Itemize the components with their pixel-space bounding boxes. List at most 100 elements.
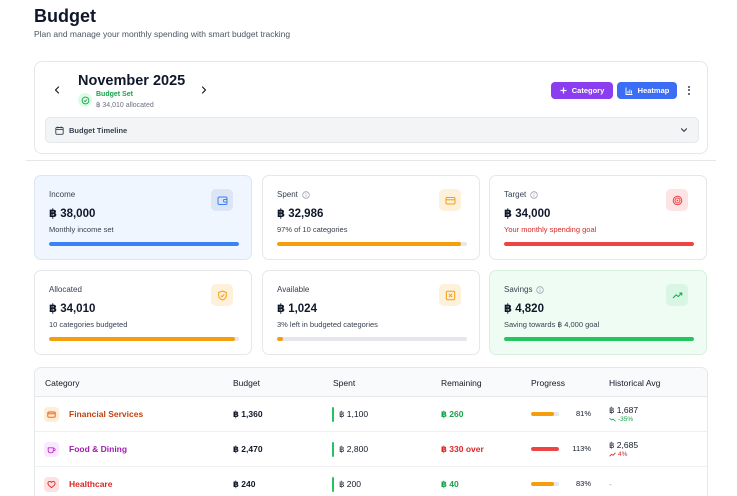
budget-allocated-text: ฿ 34,010 allocated	[96, 102, 154, 109]
shield-icon	[211, 284, 233, 306]
section-divider	[26, 160, 716, 161]
add-category-button[interactable]: Category	[551, 82, 613, 99]
column-header-progress[interactable]: Progress	[531, 378, 566, 388]
spent-progress-bar	[277, 242, 467, 246]
plus-icon	[560, 87, 567, 94]
table-row[interactable]: Food & Dining ฿ 2,470 ฿ 2,800 ฿ 330 over…	[35, 432, 707, 467]
remaining-cell: ฿ 330 over	[441, 444, 484, 454]
available-progress-bar	[277, 337, 467, 341]
target-value: ฿ 34,000	[504, 208, 551, 220]
income-value: ฿ 38,000	[49, 208, 96, 220]
dot-icon	[688, 85, 690, 88]
progress-track	[531, 482, 559, 486]
heatmap-label: Heatmap	[637, 86, 670, 95]
savings-card: Savings ฿ 4,820 Saving towards ฿ 4,000 g…	[489, 270, 707, 355]
column-header-budget[interactable]: Budget	[233, 378, 260, 388]
category-name[interactable]: Food & Dining	[69, 444, 128, 454]
month-title: November 2025	[78, 73, 186, 89]
budget-cell[interactable]: ฿ 2,470	[233, 444, 263, 454]
progress-track	[531, 412, 559, 416]
spent-value: ฿ 32,986	[277, 208, 324, 220]
budget-cell[interactable]: ฿ 1,360	[233, 409, 263, 419]
spent-cell: ฿ 200	[339, 479, 361, 489]
budget-timeline-toggle[interactable]: Budget Timeline	[45, 117, 699, 143]
coffee-icon	[44, 442, 59, 457]
chevron-left-icon	[54, 86, 60, 94]
info-icon[interactable]	[536, 285, 545, 294]
spent-label: Spent	[277, 190, 310, 199]
column-header-spent[interactable]: Spent	[333, 378, 356, 388]
savings-desc: Saving towards ฿ 4,000 goal	[504, 320, 600, 329]
page-title: Budget	[34, 6, 96, 26]
savings-progress-fill	[504, 337, 694, 341]
table-row[interactable]: Financial Services ฿ 1,360 ฿ 1,100 ฿ 260…	[35, 397, 707, 432]
allocated-value: ฿ 34,010	[49, 303, 96, 315]
chevron-down-icon	[680, 128, 688, 133]
savings-label: Savings	[504, 285, 545, 294]
target-progress-fill	[504, 242, 694, 246]
progress-percent: 81%	[575, 409, 591, 418]
previous-month-button[interactable]	[49, 82, 65, 98]
spent-card: Spent ฿ 32,986 97% of 10 categories	[262, 175, 480, 260]
available-card: Available ฿ 1,024 3% left in budgeted ca…	[262, 270, 480, 355]
available-label: Available	[277, 285, 310, 294]
target-label: Target	[504, 190, 538, 199]
wallet-icon	[211, 189, 233, 211]
trend-up-icon	[609, 452, 616, 457]
historical-avg: -	[609, 479, 612, 489]
spent-cell: ฿ 2,800	[339, 444, 369, 454]
spent-indicator	[332, 442, 334, 457]
budget-cell[interactable]: ฿ 240	[233, 479, 256, 489]
column-header-category[interactable]: Category	[45, 378, 80, 388]
next-month-button[interactable]	[196, 82, 212, 98]
chevron-right-icon	[201, 86, 207, 94]
heatmap-button[interactable]: Heatmap	[617, 82, 677, 99]
target-desc: Your monthly spending goal	[504, 225, 597, 234]
table-header: Category Budget Spent Remaining Progress…	[35, 368, 707, 397]
dot-icon	[688, 89, 690, 91]
card-icon	[44, 407, 59, 422]
progress-fill	[531, 482, 555, 486]
box-x-icon	[439, 284, 461, 306]
bar-chart-icon	[625, 87, 633, 95]
allocated-label: Allocated	[49, 285, 82, 294]
spent-progress-fill	[277, 242, 462, 246]
allocated-card: Allocated ฿ 34,010 10 categories budgete…	[34, 270, 252, 355]
trend-down-icon	[609, 417, 616, 422]
remaining-cell: ฿ 260	[441, 409, 464, 419]
income-desc: Monthly income set	[49, 225, 114, 234]
available-value: ฿ 1,024	[277, 303, 317, 315]
budget-timeline-label: Budget Timeline	[69, 126, 128, 135]
target-progress-bar	[504, 242, 694, 246]
add-category-label: Category	[571, 86, 605, 95]
progress-fill	[531, 412, 554, 416]
historical-change: 4%	[609, 451, 627, 458]
progress-percent: 83%	[575, 479, 591, 488]
table-row[interactable]: Healthcare ฿ 240 ฿ 200 ฿ 40 83% -	[35, 467, 707, 496]
more-options-button[interactable]	[683, 83, 695, 97]
income-card: Income ฿ 38,000 Monthly income set	[34, 175, 252, 260]
available-progress-fill	[277, 337, 283, 341]
progress-fill	[531, 447, 559, 451]
allocated-progress-fill	[49, 337, 236, 341]
calendar-icon	[55, 126, 64, 135]
target-card: Target ฿ 34,000 Your monthly spending go…	[489, 175, 707, 260]
trend-up-icon	[666, 284, 688, 306]
savings-progress-bar	[504, 337, 694, 341]
check-circle-icon	[78, 93, 92, 107]
target-icon	[666, 189, 688, 211]
page-subtitle: Plan and manage your monthly spending wi…	[34, 29, 291, 39]
remaining-cell: ฿ 40	[441, 479, 459, 489]
budget-status-label: Budget Set	[96, 91, 133, 98]
info-icon[interactable]	[302, 190, 310, 199]
column-header-historical[interactable]: Historical Avg	[609, 378, 661, 388]
category-name[interactable]: Financial Services	[69, 409, 144, 419]
allocated-desc: 10 categories budgeted	[49, 320, 128, 329]
historical-change: -35%	[609, 416, 633, 423]
column-header-remaining[interactable]: Remaining	[441, 378, 482, 388]
info-icon[interactable]	[530, 190, 538, 199]
progress-percent: 113%	[572, 444, 591, 453]
category-name[interactable]: Healthcare	[69, 479, 113, 489]
dot-icon	[688, 92, 690, 95]
savings-value: ฿ 4,820	[504, 303, 544, 315]
